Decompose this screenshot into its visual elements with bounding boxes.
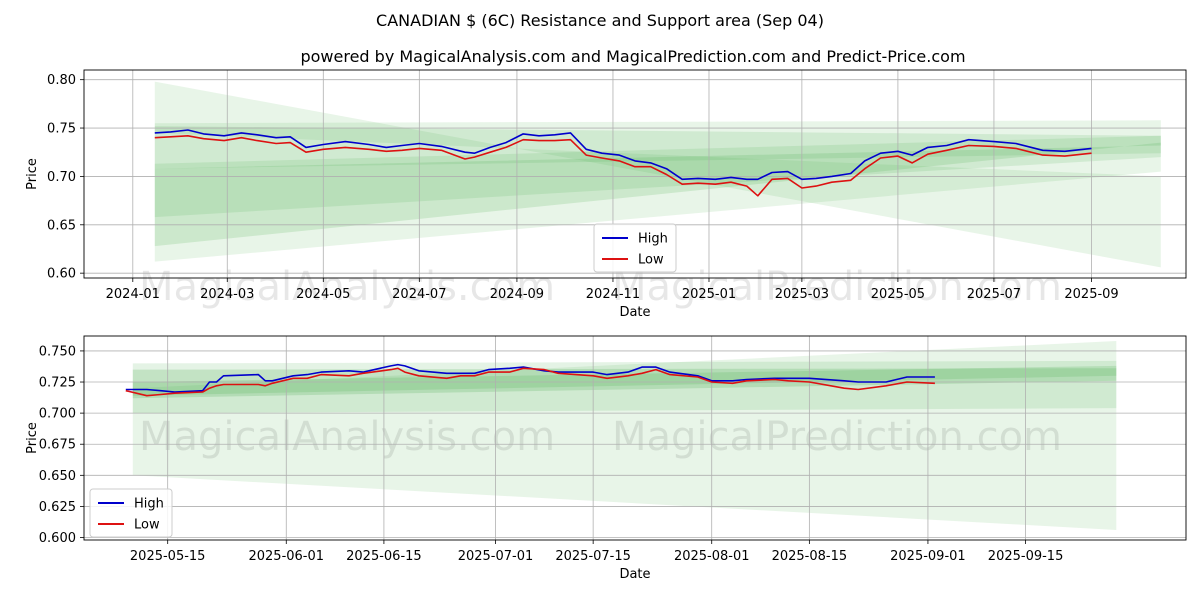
y-tick-label: 0.600 [39, 531, 76, 546]
series-line-high [154, 129, 1092, 181]
support-resistance-band-2 [132, 360, 1117, 414]
x-tick-label: 2024-09 [490, 287, 544, 302]
legend: High Low [89, 488, 173, 538]
watermark-text: MagicalAnalysis.com [139, 264, 555, 310]
support-resistance-band-5 [154, 135, 1161, 169]
y-tick-label: 0.700 [39, 407, 76, 422]
support-resistance-band-4 [132, 365, 1117, 396]
axes-frame [83, 69, 1187, 279]
series-line-low [154, 135, 1092, 197]
x-tick-label: 2025-07-15 [555, 549, 631, 564]
legend-label-high: High [638, 232, 668, 247]
x-tick-label: 2025-06-15 [346, 549, 422, 564]
support-resistance-band-3 [132, 368, 1117, 399]
x-tick-label: 2025-09-01 [890, 549, 966, 564]
series-group [125, 363, 935, 397]
y-tick-label: 0.65 [47, 218, 76, 233]
x-axis-label: Date [619, 567, 650, 582]
support-resistance-band-3 [154, 126, 1161, 218]
support-resistance-band-1 [154, 81, 1161, 268]
legend: High Low [593, 223, 677, 273]
x-tick-label: 2024-05 [296, 287, 350, 302]
x-tick-label: 2025-06-01 [248, 549, 324, 564]
series-line-high [125, 363, 935, 393]
y-tick-label: 0.675 [39, 438, 76, 453]
y-axis-label: Price [25, 158, 40, 190]
watermark-text: MagicalPrediction.com [612, 414, 1062, 460]
x-tick-label: 2025-05 [871, 287, 925, 302]
series-group [154, 129, 1092, 197]
x-tick-label: 2025-07 [967, 287, 1021, 302]
x-axis-label: Date [619, 305, 650, 320]
x-tick-label: 2025-03 [775, 287, 829, 302]
x-tick-label: 2025-09 [1064, 287, 1118, 302]
x-tick-label: 2025-09-15 [988, 549, 1064, 564]
x-tick-label: 2024-07 [392, 287, 446, 302]
band-group [154, 81, 1161, 268]
y-axis-label: Price [25, 422, 40, 454]
y-tick-label: 0.60 [47, 267, 76, 282]
x-tick-label: 2025-07-01 [458, 549, 534, 564]
chart-panel-2: MagicalAnalysis.com MagicalPrediction.com… [25, 335, 1187, 582]
watermark-text: MagicalPrediction.com [612, 264, 1062, 310]
watermark-text: MagicalAnalysis.com [139, 414, 555, 460]
x-tick-label: 2024-03 [200, 287, 254, 302]
series-line-low [125, 367, 935, 397]
chart-panel-1: MagicalAnalysis.com MagicalPrediction.com… [25, 69, 1187, 320]
x-tick-label: 2025-05-15 [130, 549, 206, 564]
x-tick-label: 2025-08-15 [772, 549, 848, 564]
chart-subtitle: powered by MagicalAnalysis.com and Magic… [300, 47, 965, 66]
support-resistance-band-2 [154, 120, 1161, 262]
y-tick-label: 0.750 [39, 344, 76, 359]
y-tick-label: 0.625 [39, 500, 76, 515]
y-tick-label: 0.725 [39, 376, 76, 391]
x-tick-label: 2024-11 [586, 287, 640, 302]
axes-frame [83, 335, 1187, 541]
support-resistance-band-4 [154, 142, 1161, 247]
x-tick-label: 2024-01 [106, 287, 160, 302]
x-tick-label: 2025-01 [682, 287, 736, 302]
legend-label-high: High [134, 497, 164, 512]
y-tick-label: 0.80 [47, 73, 76, 88]
chart-title: CANADIAN $ (6C) Resistance and Support a… [376, 11, 824, 30]
legend-label-low: Low [638, 253, 664, 268]
legend-label-low: Low [134, 518, 160, 533]
y-tick-label: 0.650 [39, 469, 76, 484]
y-tick-label: 0.75 [47, 122, 76, 137]
x-tick-label: 2025-08-01 [674, 549, 750, 564]
y-tick-label: 0.70 [47, 170, 76, 185]
